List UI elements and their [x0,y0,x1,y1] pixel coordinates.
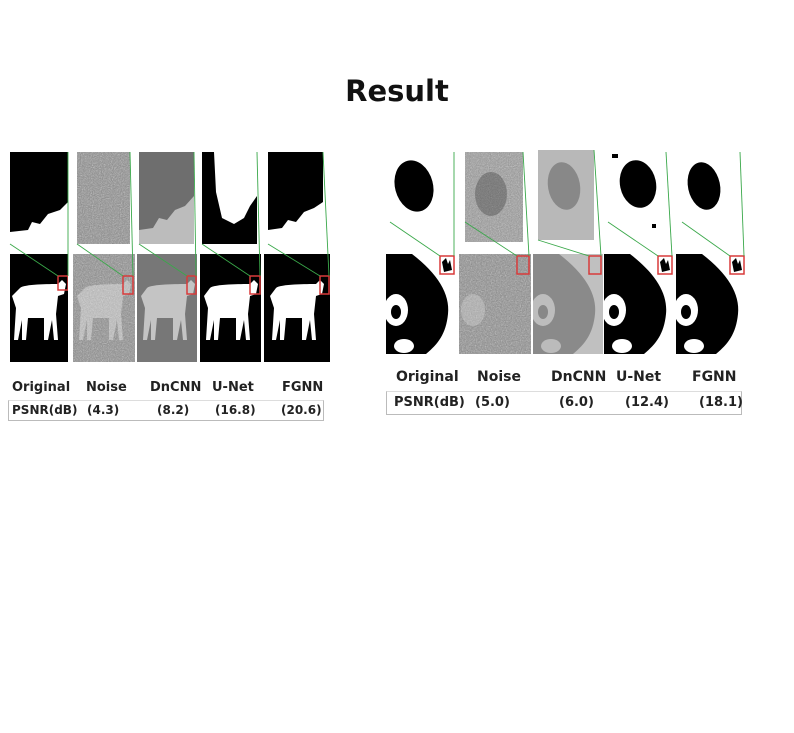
dog-silhouette-icon [264,254,330,362]
dog-silhouette-icon [202,152,257,244]
method-label: U-Net [212,380,254,395]
method-label: Original [12,380,71,395]
psnr-value: (20.6) [281,403,322,417]
panda-full-noise [459,254,531,354]
dog-psnr-row: PSNR(dB) (4.3) (8.2) (16.8) (20.6) [8,400,324,421]
method-label: DnCNN [150,380,202,395]
red-square-icon [249,275,261,295]
panda-face-icon [604,254,674,354]
dog-full-dncnn [137,254,197,362]
psnr-value: (4.3) [87,403,120,417]
panda-full-fgnn [676,254,746,354]
dog-silhouette-icon [200,254,261,362]
red-square-icon [439,255,455,275]
panda-zoom-original [390,152,454,242]
red-square-icon [657,255,673,275]
panda-zoom-noise [465,152,523,242]
panda-face-icon [608,152,666,242]
dog-zoom-dncnn [139,152,194,244]
panda-zoom-dncnn [538,150,594,240]
dog-full-original [10,254,68,362]
panda-face-icon [682,152,740,242]
dog-silhouette-icon [10,254,68,362]
dog-full-unet [200,254,261,362]
dog-full-fgnn [264,254,330,362]
red-square-icon [186,275,197,295]
dog-silhouette-icon [268,152,323,244]
red-square-icon [729,255,745,275]
panda-face-icon [459,254,531,354]
psnr-label: PSNR(dB) [394,395,465,410]
method-label: Noise [86,380,127,395]
psnr-label: PSNR(dB) [12,403,78,417]
dog-silhouette-icon [77,152,130,244]
psnr-value: (6.0) [559,395,594,410]
panda-full-unet [604,254,674,354]
dog-zoom-unet [202,152,257,244]
dog-silhouette-icon [137,254,197,362]
dog-silhouette-icon [139,152,194,244]
method-label: Original [396,369,459,385]
dog-full-noise [73,254,135,362]
psnr-value: (5.0) [475,395,510,410]
psnr-value: (18.1) [699,395,743,410]
panda-full-dncnn [533,254,603,354]
panda-face-icon [390,152,454,242]
page-title: Result [345,74,449,108]
dog-silhouette-icon [10,152,68,244]
method-label: FGNN [692,369,737,385]
dog-zoom-original [10,152,68,244]
method-label: DnCNN [551,369,607,385]
red-square-icon [122,275,134,295]
panda-full-original [386,254,456,354]
dog-silhouette-icon [73,254,135,362]
panda-zoom-fgnn [682,152,740,242]
panda-face-icon [533,254,603,354]
panda-face-icon [676,254,746,354]
panda-psnr-row: PSNR(dB) (5.0) (6.0) (12.4) (18.1) [386,391,743,415]
method-label: Noise [477,369,521,385]
panda-face-icon [465,152,523,242]
red-square-icon [57,275,68,291]
method-label: FGNN [282,380,324,395]
method-label: U-Net [616,369,662,385]
psnr-value: (12.4) [625,395,669,410]
dog-zoom-fgnn [268,152,323,244]
dog-zoom-noise [77,152,130,244]
psnr-value: (16.8) [215,403,256,417]
panda-zoom-unet [608,152,666,242]
panda-face-icon [538,150,594,240]
panda-face-icon [386,254,456,354]
psnr-value: (8.2) [157,403,190,417]
